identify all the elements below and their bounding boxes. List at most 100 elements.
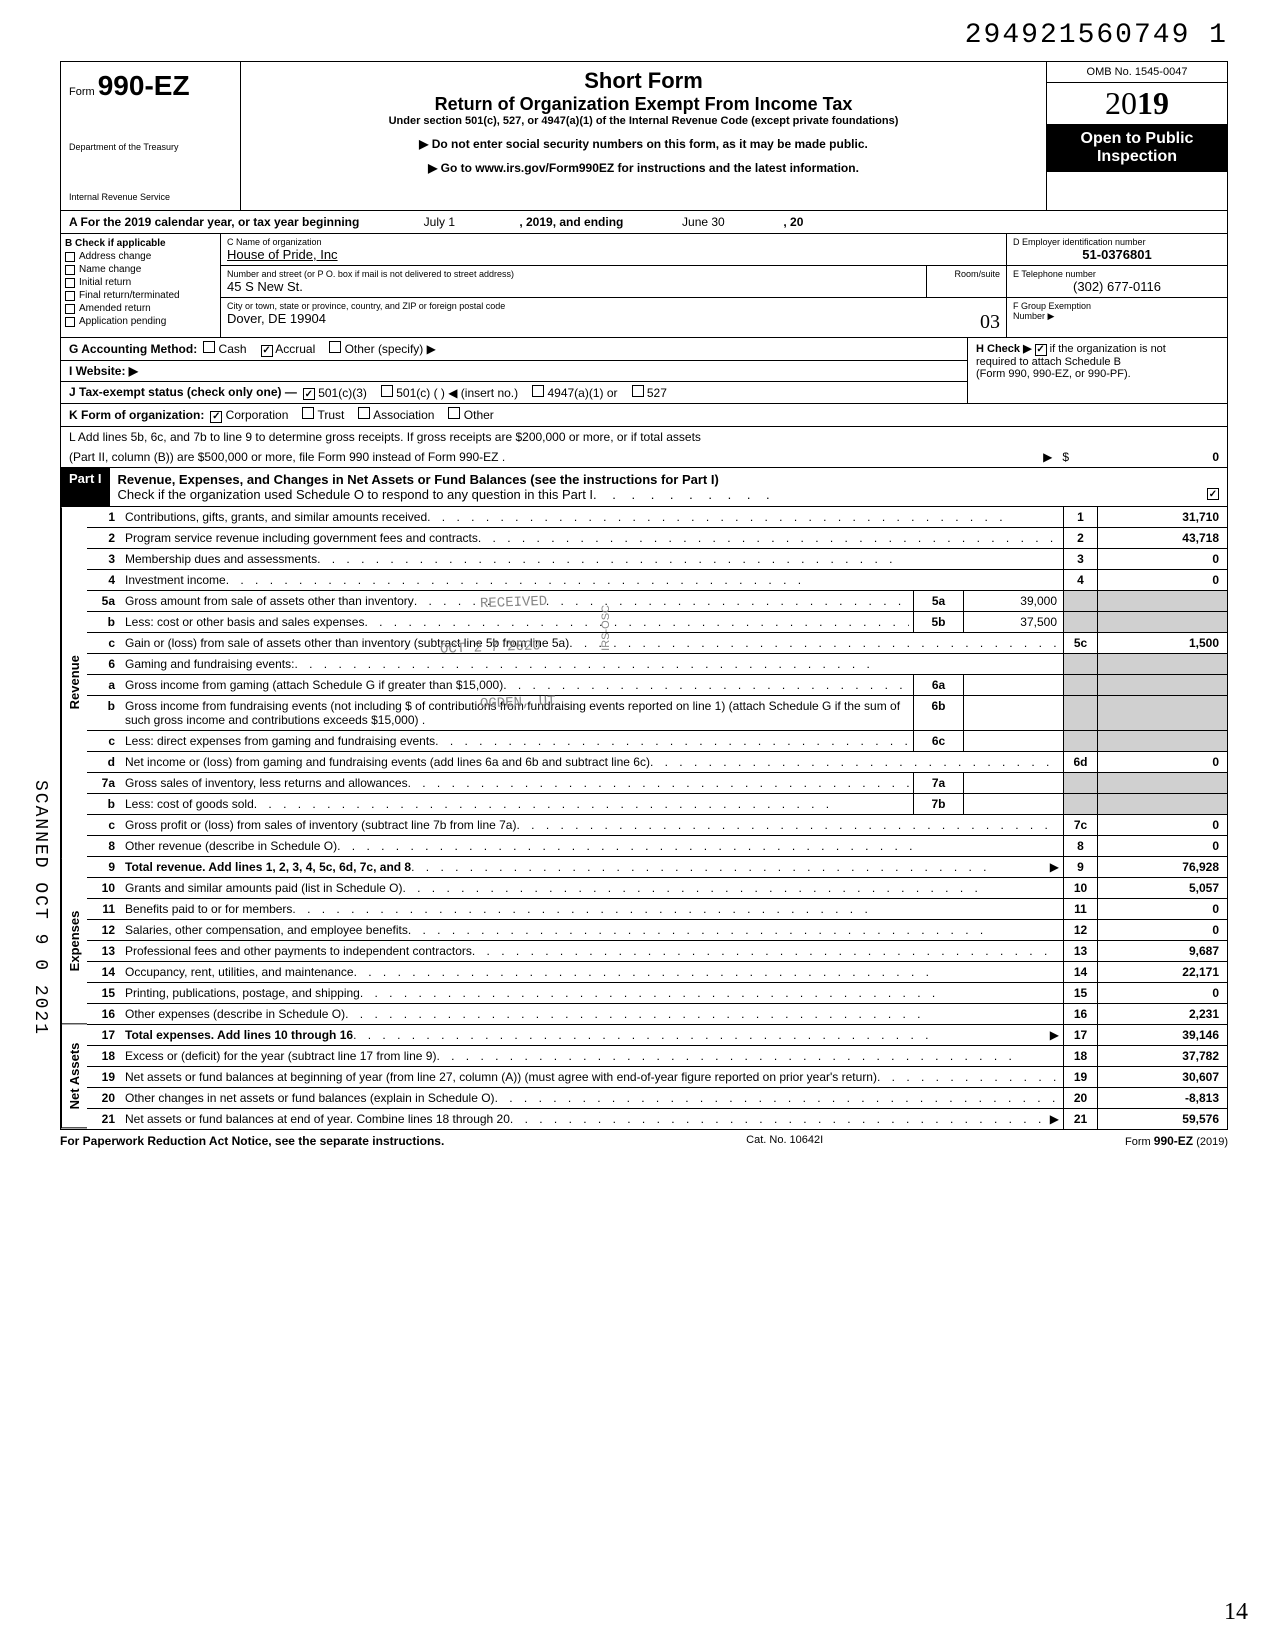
checkbox[interactable] [303, 388, 315, 400]
f-grp-lbl2: Number ▶ [1013, 311, 1221, 322]
form-prefix: Form [69, 86, 95, 98]
table-row: 9Total revenue. Add lines 1, 2, 3, 4, 5c… [87, 857, 1227, 878]
part-1-table: Revenue Expenses Net Assets 1Contributio… [60, 507, 1228, 1130]
checkbox[interactable] [632, 385, 644, 397]
row-desc: Investment income [121, 570, 1063, 590]
row-desc: Other changes in net assets or fund bala… [121, 1088, 1063, 1108]
num-col: 8 [1063, 836, 1097, 856]
table-row: 5aGross amount from sale of assets other… [87, 591, 1227, 612]
option-label: Accrual [275, 342, 315, 356]
row-num: b [87, 696, 121, 730]
table-row: 11Benefits paid to or for members110 [87, 899, 1227, 920]
checkbox[interactable] [448, 407, 460, 419]
row-desc: Grants and similar amounts paid (list in… [121, 878, 1063, 898]
val-col-grey [1097, 794, 1227, 814]
table-row: bLess: cost or other basis and sales exp… [87, 612, 1227, 633]
table-row: 12Salaries, other compensation, and empl… [87, 920, 1227, 941]
row-desc: Other revenue (describe in Schedule O) [121, 836, 1063, 856]
option-label: Corporation [226, 408, 289, 422]
table-row: bGross income from fundraising events (n… [87, 696, 1227, 731]
form-number: 990-EZ [98, 70, 190, 101]
num-col: 17 [1063, 1025, 1097, 1045]
row-num: 16 [87, 1004, 121, 1024]
num-col-grey [1063, 612, 1097, 632]
section-b: B Check if applicable Address changeName… [61, 234, 221, 337]
subtitle: Under section 501(c), 527, or 4947(a)(1)… [251, 115, 1036, 127]
sub-val: 39,000 [963, 591, 1063, 611]
sub-val: 37,500 [963, 612, 1063, 632]
checkbox[interactable] [261, 345, 273, 357]
checkbox[interactable] [210, 411, 222, 423]
line-a: A For the 2019 calendar year, or tax yea… [60, 211, 1228, 234]
row-desc: Gross income from gaming (attach Schedul… [121, 675, 913, 695]
checkbox[interactable] [65, 304, 75, 314]
num-col: 19 [1063, 1067, 1097, 1087]
val-col: 0 [1097, 899, 1227, 919]
option-label: 527 [647, 386, 667, 400]
row-num: 13 [87, 941, 121, 961]
instr-2: ▶ Go to www.irs.gov/Form990EZ for instru… [251, 161, 1036, 175]
table-row: 6Gaming and fundraising events: [87, 654, 1227, 675]
row-num: 14 [87, 962, 121, 982]
num-col-grey [1063, 591, 1097, 611]
val-col: 5,057 [1097, 878, 1227, 898]
checkbox[interactable] [65, 291, 75, 301]
val-col: 76,928 [1097, 857, 1227, 877]
row-desc: Printing, publications, postage, and shi… [121, 983, 1063, 1003]
open-2: Inspection [1051, 148, 1223, 166]
footer: For Paperwork Reduction Act Notice, see … [60, 1134, 1228, 1148]
checkbox[interactable] [302, 407, 314, 419]
table-row: 21Net assets or fund balances at end of … [87, 1109, 1227, 1129]
year-prefix: 20 [1105, 85, 1137, 121]
val-col-grey [1097, 773, 1227, 793]
year: 19 [1137, 85, 1169, 121]
checkbox[interactable] [65, 252, 75, 262]
row-desc: Salaries, other compensation, and employ… [121, 920, 1063, 940]
row-num: b [87, 794, 121, 814]
checkbox[interactable] [358, 407, 370, 419]
checkbox[interactable] [203, 341, 215, 353]
line-h-checkbox[interactable] [1035, 344, 1047, 356]
title-1: Short Form [251, 68, 1036, 94]
sub-val [963, 731, 1063, 751]
checkbox[interactable] [381, 385, 393, 397]
num-col: 10 [1063, 878, 1097, 898]
checkbox-label: Final return/terminated [79, 290, 180, 301]
row-desc: Gain or (loss) from sale of assets other… [121, 633, 1063, 653]
checkbox[interactable] [65, 265, 75, 275]
table-row: 18Excess or (deficit) for the year (subt… [87, 1046, 1227, 1067]
option-label: Association [373, 408, 434, 422]
part-1-checkbox[interactable] [1207, 488, 1219, 500]
checkbox[interactable] [65, 278, 75, 288]
val-col: 39,146 [1097, 1025, 1227, 1045]
line-a-mid2: , 2019, and ending [519, 215, 623, 229]
val-col: 0 [1097, 752, 1227, 772]
table-row: cGain or (loss) from sale of assets othe… [87, 633, 1227, 654]
table-row: 16Other expenses (describe in Schedule O… [87, 1004, 1227, 1025]
dept-2: Internal Revenue Service [69, 192, 232, 202]
num-col: 6d [1063, 752, 1097, 772]
row-num: d [87, 752, 121, 772]
line-l-txt2: (Part II, column (B)) are $500,000 or mo… [69, 450, 505, 464]
line-g-lbl: G Accounting Method: [69, 342, 197, 356]
row-num: c [87, 633, 121, 653]
checkbox[interactable] [65, 317, 75, 327]
scanned-stamp: SCANNED OCT 9 0 2021 [30, 780, 50, 1036]
row-num: 19 [87, 1067, 121, 1087]
c-addr-lbl: Number and street (or P O. box if mail i… [227, 269, 920, 279]
line-a-end2: , 20 [783, 215, 803, 229]
checkbox[interactable] [532, 385, 544, 397]
checkbox[interactable] [329, 341, 341, 353]
sub-num: 6c [913, 731, 963, 751]
line-i: I Website: ▶ [60, 361, 968, 382]
omb-number: OMB No. 1545-0047 [1047, 62, 1227, 83]
footer-left: For Paperwork Reduction Act Notice, see … [60, 1134, 444, 1148]
num-col: 16 [1063, 1004, 1097, 1024]
table-row: 20Other changes in net assets or fund ba… [87, 1088, 1227, 1109]
table-row: 13Professional fees and other payments t… [87, 941, 1227, 962]
line-g: G Accounting Method: Cash Accrual Other … [60, 338, 968, 361]
footer-catno: Cat. No. 10642I [746, 1134, 823, 1148]
checkbox-label: Application pending [79, 316, 166, 327]
row-desc: Professional fees and other payments to … [121, 941, 1063, 961]
table-row: aGross income from gaming (attach Schedu… [87, 675, 1227, 696]
